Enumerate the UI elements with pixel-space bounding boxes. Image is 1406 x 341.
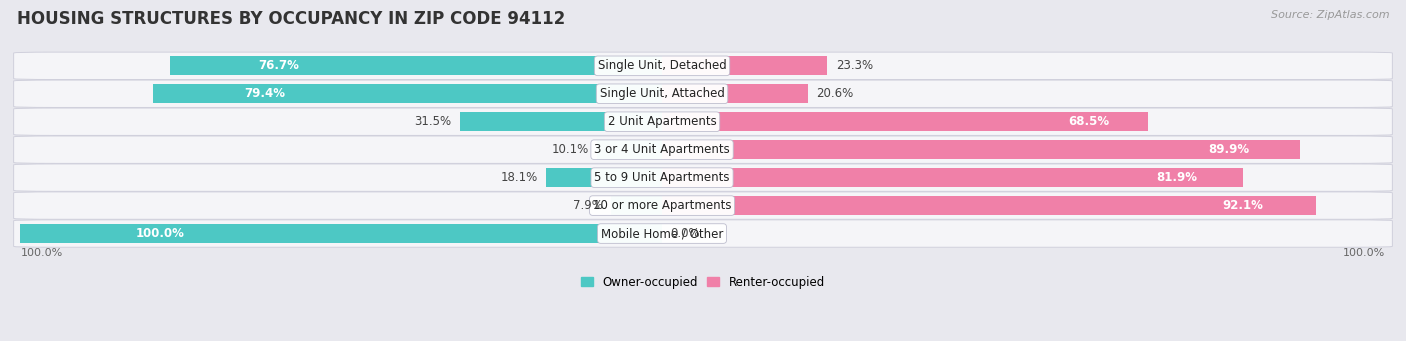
Text: HOUSING STRUCTURES BY OCCUPANCY IN ZIP CODE 94112: HOUSING STRUCTURES BY OCCUPANCY IN ZIP C…: [17, 10, 565, 28]
FancyBboxPatch shape: [14, 192, 1392, 219]
Text: 89.9%: 89.9%: [1208, 143, 1249, 156]
Text: 23.3%: 23.3%: [835, 59, 873, 72]
Text: 68.5%: 68.5%: [1069, 115, 1109, 128]
FancyBboxPatch shape: [14, 108, 1392, 135]
Text: 2 Unit Apartments: 2 Unit Apartments: [607, 115, 717, 128]
Bar: [598, 140, 662, 159]
Bar: [460, 112, 662, 131]
Text: Single Unit, Attached: Single Unit, Attached: [599, 87, 724, 100]
Text: 100.0%: 100.0%: [21, 248, 63, 257]
FancyBboxPatch shape: [14, 136, 1392, 163]
FancyBboxPatch shape: [14, 220, 1392, 247]
Text: 92.1%: 92.1%: [1223, 199, 1264, 212]
Bar: [546, 168, 662, 187]
Bar: [662, 84, 808, 103]
Text: Mobile Home / Other: Mobile Home / Other: [600, 227, 723, 240]
Text: 0.0%: 0.0%: [671, 227, 700, 240]
Bar: [21, 224, 662, 243]
Text: 100.0%: 100.0%: [136, 227, 184, 240]
Bar: [662, 112, 1149, 131]
Text: 10 or more Apartments: 10 or more Apartments: [593, 199, 731, 212]
FancyBboxPatch shape: [14, 164, 1392, 191]
FancyBboxPatch shape: [14, 52, 1392, 79]
Text: 5 to 9 Unit Apartments: 5 to 9 Unit Apartments: [595, 171, 730, 184]
Bar: [662, 140, 1301, 159]
Bar: [662, 196, 1316, 215]
Text: 79.4%: 79.4%: [245, 87, 285, 100]
Bar: [153, 84, 662, 103]
Text: 76.7%: 76.7%: [259, 59, 299, 72]
Legend: Owner-occupied, Renter-occupied: Owner-occupied, Renter-occupied: [576, 271, 830, 294]
Bar: [170, 56, 662, 75]
Bar: [612, 196, 662, 215]
Bar: [662, 56, 828, 75]
Text: 10.1%: 10.1%: [551, 143, 589, 156]
FancyBboxPatch shape: [14, 80, 1392, 107]
Bar: [662, 168, 1243, 187]
Text: Source: ZipAtlas.com: Source: ZipAtlas.com: [1271, 10, 1389, 20]
Text: 20.6%: 20.6%: [817, 87, 853, 100]
Text: 7.9%: 7.9%: [574, 199, 603, 212]
Text: 18.1%: 18.1%: [501, 171, 537, 184]
Text: Single Unit, Detached: Single Unit, Detached: [598, 59, 727, 72]
Text: 3 or 4 Unit Apartments: 3 or 4 Unit Apartments: [595, 143, 730, 156]
Text: 31.5%: 31.5%: [415, 115, 451, 128]
Text: 100.0%: 100.0%: [1343, 248, 1385, 257]
Text: 81.9%: 81.9%: [1156, 171, 1197, 184]
